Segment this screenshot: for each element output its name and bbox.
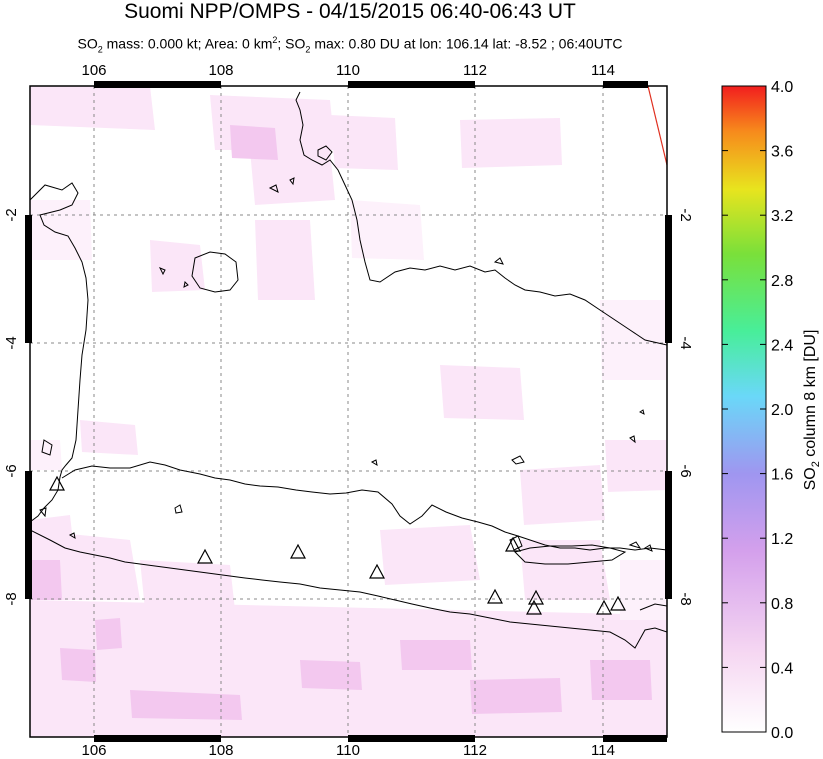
lat-tick-label: -2: [677, 208, 694, 221]
lat-tick-label: -4: [677, 336, 694, 349]
lat-tick-label: -6: [677, 464, 694, 477]
graticule: [30, 86, 667, 737]
lon-tick-label: 114: [591, 62, 615, 79]
lon-labels-top: 106 108 110 112 114: [81, 62, 614, 79]
volcano-marker: [525, 599, 543, 615]
subtitle-sub: 2: [97, 44, 103, 55]
colorbar-tick-label: 2.8: [771, 273, 793, 290]
colorbar-tick-label: 4.0: [771, 79, 793, 96]
subtitle-sub: 2: [305, 44, 311, 55]
subtitle-part: max: 0.80 DU at lon: 106.14 lat: -8.52 ;…: [310, 35, 623, 52]
lat-labels-right: -2 -4 -6 -8: [677, 208, 694, 605]
volcano-marker: [609, 595, 627, 611]
so2-field: [30, 86, 667, 737]
lat-tick-label: -4: [3, 336, 20, 349]
subtitle-part: mass: 0.000 kt; Area: 0 km: [102, 35, 273, 52]
colorbar-tick-label: 3.6: [771, 144, 793, 161]
lon-tick-label: 108: [208, 62, 233, 79]
lat-labels-left: -2 -4 -6 -8: [3, 208, 20, 605]
orbit-edge-line: [647, 85, 668, 166]
subtitle-part: SO: [77, 35, 98, 52]
volcano-marker: [48, 475, 66, 491]
lon-tick-label: 106: [81, 742, 106, 759]
lon-tick-label: 112: [463, 742, 487, 759]
subtitle-part: ; SO: [277, 35, 306, 52]
colorbar-tick-label: 1.6: [771, 467, 793, 484]
volcano-marker: [289, 543, 307, 559]
colorbar-ticks: 0.0 0.4 0.8 1.2 1.6 2.0 2.4 2.8 3.2 3.6 4.0: [722, 79, 793, 742]
lon-tick-label: 112: [463, 62, 487, 79]
lon-labels-bottom: 106 108 110 112 114: [81, 742, 614, 759]
lon-tick-label: 110: [336, 62, 360, 79]
volcano-marker: [368, 563, 386, 579]
lon-tick-label: 110: [336, 742, 360, 759]
volcano-marker: [486, 588, 504, 604]
map-title: Suomi NPP/OMPS - 04/15/2015 06:40-06:43 …: [124, 0, 576, 23]
lat-tick-label: -8: [677, 592, 694, 605]
colorbar-tick-label: 2.0: [771, 402, 793, 419]
lon-tick-label: 106: [81, 62, 106, 79]
volcano-marker: [595, 599, 613, 615]
lat-tick-label: -6: [3, 464, 20, 477]
lon-tick-label: 114: [591, 742, 615, 759]
volcano-marker: [196, 548, 214, 564]
colorbar-label: SO2 column 8 km [DU]: [802, 330, 822, 491]
colorbar-tick-label: 1.2: [771, 531, 793, 548]
map-subtitle: SO2 mass: 0.000 kt; Area: 0 km2; SO2 max…: [0, 35, 700, 54]
volcano-marker: [504, 536, 522, 552]
colorbar-tick-label: 0.0: [771, 725, 793, 742]
colorbar-tick-label: 3.2: [771, 208, 793, 225]
colorbar-tick-label: 2.4: [771, 337, 793, 354]
colorbar: [721, 85, 767, 733]
volcano-markers: [48, 475, 627, 615]
lon-tick-label: 108: [208, 742, 233, 759]
colorbar-tick-label: 0.4: [771, 660, 793, 677]
lat-tick-label: -2: [3, 208, 20, 221]
axis-bars: [25, 81, 672, 742]
lat-tick-label: -8: [3, 592, 20, 605]
subtitle-sup: 2: [272, 35, 278, 45]
coastline: [30, 91, 667, 649]
colorbar-tick-label: 0.8: [771, 596, 793, 613]
